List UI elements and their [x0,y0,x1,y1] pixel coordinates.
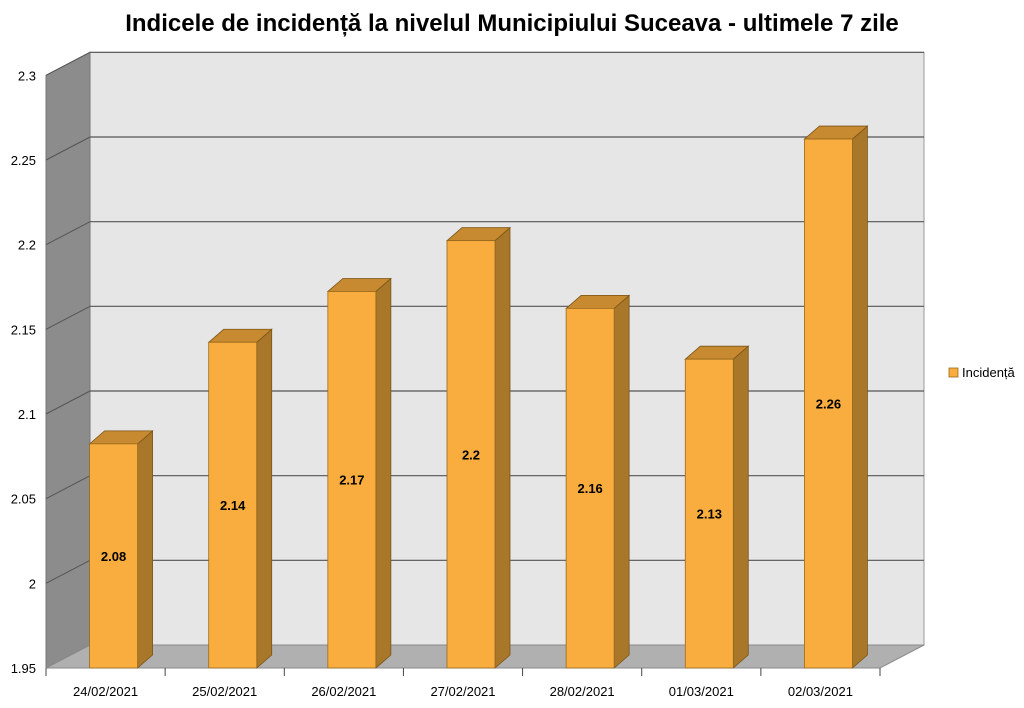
gridline-side [45,390,91,415]
bar-front [804,138,853,669]
legend-label: Incidență [962,365,1016,380]
x-tick-label: 01/03/2021 [669,684,734,699]
y-tick-label: 2 [29,576,36,591]
gridline-side [45,221,91,246]
bar-front [565,307,615,669]
legend-swatch [948,367,959,378]
x-axis: 24/02/2021 25/02/2021 26/02/2021 27/02/2021… [45,668,881,699]
bar-front [208,341,258,669]
y-tick-label: 2.05 [11,492,36,507]
bar-front [684,358,734,669]
side-wall [45,51,91,669]
y-tick-label: 2.2 [18,238,36,253]
legend: Incidență [948,365,1016,380]
gridline-side [45,136,91,161]
y-tick-label: 2.25 [11,153,36,168]
data-label: 2.26 [816,397,841,412]
bar: 2.13 [684,345,750,669]
bar: 2.16 [565,294,631,669]
gridline-side [45,51,91,76]
gridline-side [45,475,91,500]
data-label: 2.13 [697,507,722,522]
bar-side [732,345,749,669]
bar-side [494,226,511,669]
x-tick-label: 28/02/2021 [550,684,615,699]
x-tick-label: 24/02/2021 [73,684,138,699]
bar-side [375,277,392,669]
x-tick-label: 27/02/2021 [430,684,495,699]
y-tick-label: 1.95 [11,661,36,676]
gridline-side [45,305,91,330]
bar-side [852,125,868,669]
data-label: 2.14 [220,498,246,513]
y-tick-label: 2.1 [18,407,36,422]
data-label: 2.16 [577,481,602,496]
bar-front [446,240,496,669]
data-label: 2.17 [339,473,364,488]
x-tick-label: 02/03/2021 [788,684,853,699]
bar: 2.17 [326,277,392,669]
chart-title: Indicele de incidență la nivelul Municip… [125,10,899,37]
y-tick-label: 2.15 [11,322,36,337]
bar: 2.26 [803,125,869,669]
data-label: 2.08 [101,549,126,564]
bar-side [256,328,273,669]
bar: 2.14 [207,328,273,669]
gridline-side [45,559,91,584]
y-tick-label: 2.3 [18,68,36,83]
x-tick-label: 25/02/2021 [192,684,257,699]
bar: 2.2 [445,226,512,669]
bar-side [137,429,153,669]
bar: 2.08 [88,429,154,669]
data-label: 2.2 [462,447,480,462]
bar-front [89,443,138,669]
bar-side [613,294,630,669]
bars: 2.08 2.14 2.17 2.2 2.16 2.13 2.26 [88,125,869,669]
bar-front [327,291,377,669]
x-tick-label: 26/02/2021 [311,684,376,699]
y-axis: 1.95 2 2.05 2.1 2.15 2.2 2.25 2.3 [11,68,36,676]
